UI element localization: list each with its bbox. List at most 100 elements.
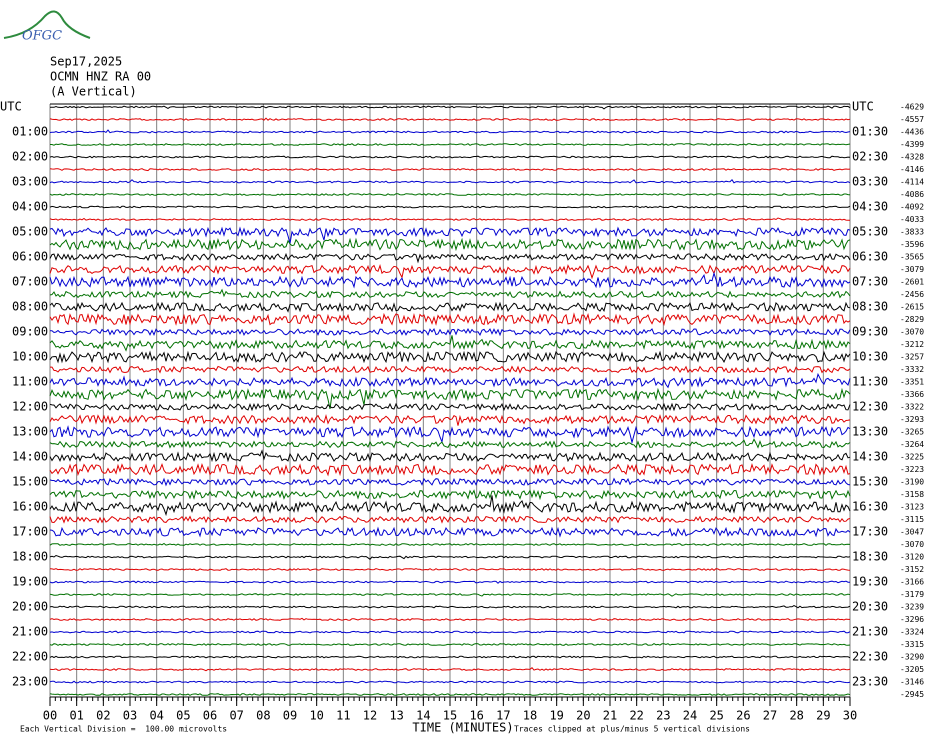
trace-offset: -3079 <box>900 265 924 274</box>
left-hour-label: 02:00 <box>12 150 48 164</box>
right-hour-label: 18:30 <box>852 550 888 564</box>
trace-offset: -3225 <box>900 453 924 462</box>
trace <box>49 237 851 252</box>
left-hour-label: 21:00 <box>12 625 48 639</box>
trace-offset: -3257 <box>900 353 924 362</box>
trace-offset: -3212 <box>900 340 924 349</box>
left-hour-label: 13:00 <box>12 425 48 439</box>
trace-offset: -3123 <box>900 503 924 512</box>
trace-offset: -4092 <box>900 203 924 212</box>
trace <box>49 666 851 672</box>
trace-offset: -4399 <box>900 140 924 149</box>
left-hour-label: 16:00 <box>12 500 48 514</box>
x-axis-label: TIME (MINUTES) <box>412 721 513 735</box>
right-hour-label: 20:30 <box>852 600 888 614</box>
station: OCMN HNZ RA 00 <box>50 70 151 84</box>
right-hour-label: 08:30 <box>852 300 888 314</box>
right-hour-label: 21:30 <box>852 625 888 639</box>
trace-offset: -4436 <box>900 128 924 137</box>
trace-offset: -2456 <box>900 290 924 299</box>
x-tick-label: 14 <box>416 709 430 723</box>
trace-offset: -3047 <box>900 528 924 537</box>
left-hour-label: UTC <box>0 100 22 114</box>
trace <box>49 463 851 477</box>
right-hour-label: 22:30 <box>852 650 888 664</box>
right-hour-label: 05:30 <box>852 225 888 239</box>
right-hour-label: 04:30 <box>852 200 888 214</box>
left-hour-label: 05:00 <box>12 225 48 239</box>
trace <box>49 179 851 184</box>
x-tick-label: 18 <box>523 709 537 723</box>
x-tick-label: 19 <box>549 709 563 723</box>
trace-offset: -3179 <box>900 590 924 599</box>
trace-offset: -3152 <box>900 565 924 574</box>
trace-offset: -3146 <box>900 678 924 687</box>
trace <box>49 617 850 621</box>
trace-offset: -4629 <box>900 103 924 112</box>
logo-curve <box>3 10 91 39</box>
trace <box>49 495 851 517</box>
trace <box>49 252 851 264</box>
right-hour-label: 09:30 <box>852 325 888 339</box>
trace <box>49 193 851 196</box>
left-hour-label: 22:00 <box>12 650 48 664</box>
trace-offset: -4114 <box>900 178 924 187</box>
right-hour-label: 23:30 <box>852 675 888 689</box>
trace <box>49 264 851 280</box>
trace-offset: -4086 <box>900 190 924 199</box>
trace-offset: -3565 <box>900 253 924 262</box>
trace-offset: -4033 <box>900 215 924 224</box>
right-hour-label: 13:30 <box>852 425 888 439</box>
trace-offset: -3351 <box>900 378 924 387</box>
trace-offset: -3070 <box>900 328 924 337</box>
trace-offset: -4328 <box>900 153 924 162</box>
trace <box>49 129 851 134</box>
trace <box>49 680 851 684</box>
trace <box>49 328 851 337</box>
trace <box>49 593 851 597</box>
x-tick-label: 11 <box>336 709 350 723</box>
trace-offset: -2829 <box>900 315 924 324</box>
left-hour-label: 07:00 <box>12 275 48 289</box>
date: Sep17,2025 <box>50 55 122 69</box>
trace <box>49 489 851 501</box>
trace-offset: -2601 <box>900 278 924 287</box>
trace <box>49 630 851 634</box>
trace <box>50 143 851 146</box>
right-hour-label: 14:30 <box>852 450 888 464</box>
trace <box>49 226 851 244</box>
left-hour-label: 18:00 <box>12 550 48 564</box>
right-hour-label: 01:30 <box>852 125 888 139</box>
right-hour-label: 11:30 <box>852 375 888 389</box>
trace <box>49 438 851 449</box>
trace <box>49 288 851 299</box>
x-tick-label: 09 <box>283 709 297 723</box>
x-tick-label: 01 <box>69 709 83 723</box>
left-hour-label: 15:00 <box>12 475 48 489</box>
trace-offset: -3115 <box>900 515 924 524</box>
left-hour-label: 03:00 <box>12 175 48 189</box>
right-hour-label: 10:30 <box>852 350 888 364</box>
trace <box>49 155 851 159</box>
trace-offset: -2945 <box>900 690 924 699</box>
x-tick-label: 06 <box>203 709 217 723</box>
x-tick-label: 03 <box>123 709 137 723</box>
right-hour-label: 15:30 <box>852 475 888 489</box>
left-hour-label: 14:00 <box>12 450 48 464</box>
trace <box>49 413 851 426</box>
trace-offset: -3166 <box>900 578 924 587</box>
trace-offset: -3833 <box>900 228 924 237</box>
left-hour-label: 08:00 <box>12 300 48 314</box>
trace-offset: -3322 <box>900 403 924 412</box>
trace-offset: -3366 <box>900 390 924 399</box>
right-hour-label: 17:30 <box>852 525 888 539</box>
left-hour-label: 06:00 <box>12 250 48 264</box>
x-tick-label: 16 <box>469 709 483 723</box>
x-tick-label: 04 <box>149 709 163 723</box>
trace-offset: -3315 <box>900 640 924 649</box>
x-tick-label: 10 <box>309 709 323 723</box>
trace <box>49 449 851 463</box>
trace-offset: -3596 <box>900 240 924 249</box>
trace <box>50 365 851 374</box>
